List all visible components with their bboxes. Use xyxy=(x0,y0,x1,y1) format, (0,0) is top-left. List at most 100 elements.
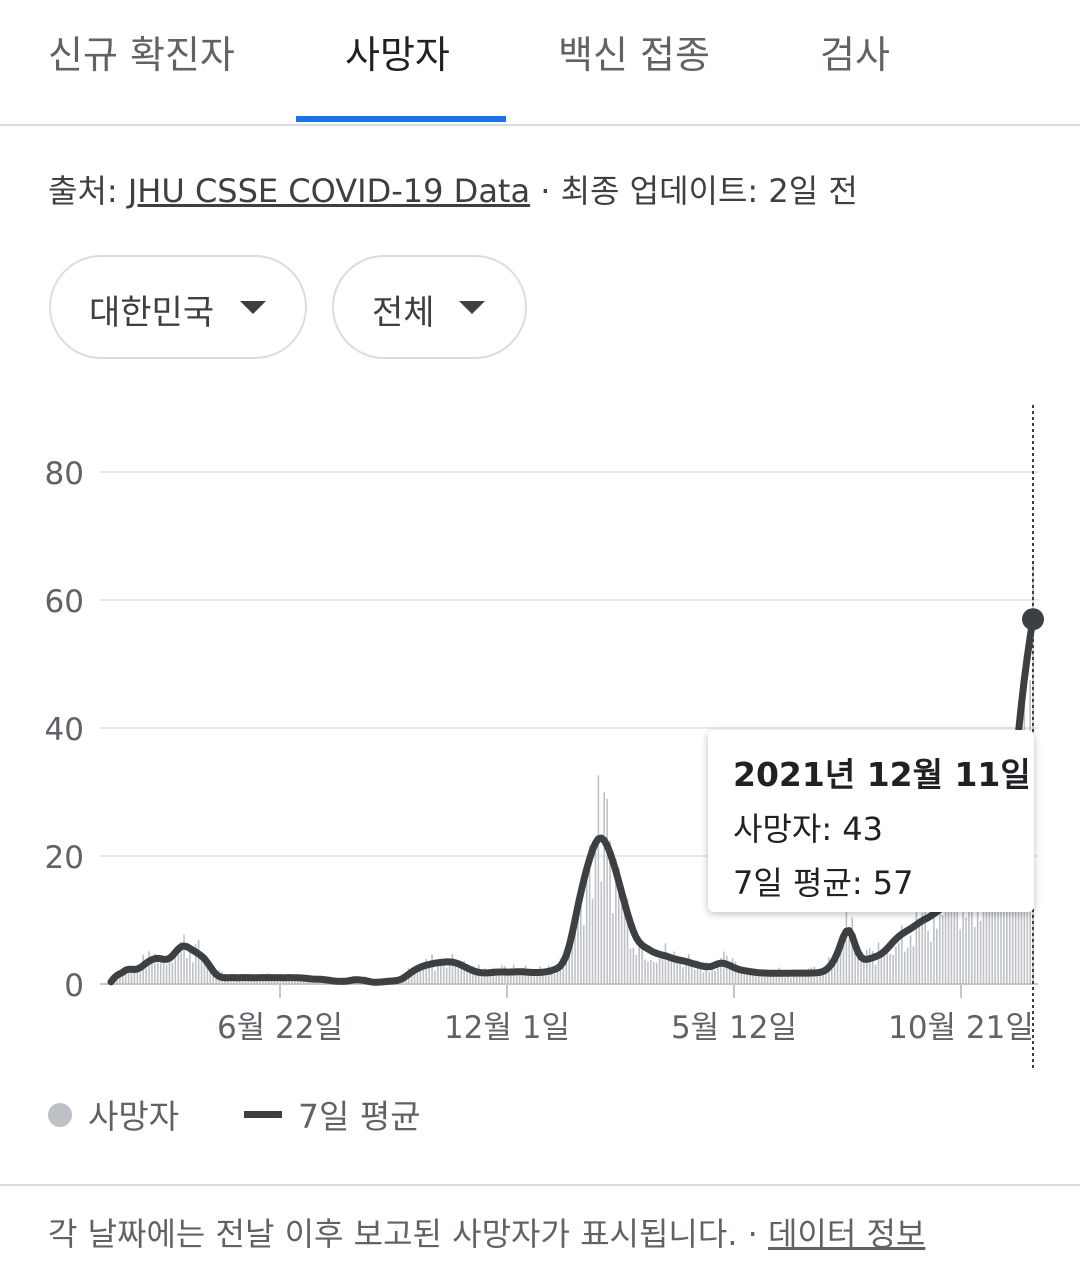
daily-bar xyxy=(968,875,970,984)
chevron-down-icon xyxy=(459,301,485,314)
daily-bar xyxy=(422,963,425,984)
daily-bar xyxy=(714,970,716,984)
daily-bar xyxy=(787,971,789,984)
daily-bar xyxy=(410,975,413,984)
daily-bar xyxy=(139,972,142,984)
daily-bar xyxy=(737,967,740,984)
daily-bar xyxy=(168,960,171,984)
daily-bar xyxy=(670,957,673,984)
daily-bar xyxy=(215,973,217,984)
daily-bar xyxy=(679,957,681,984)
daily-bar xyxy=(416,969,419,984)
tab-vaccinations[interactable]: 백신 접종 xyxy=(558,33,710,77)
daily-bar xyxy=(119,974,121,984)
y-tick-label: 0 xyxy=(64,968,84,1004)
daily-bar xyxy=(988,870,991,984)
daily-bar xyxy=(495,973,498,984)
data-info-link[interactable]: 데이터 정보 xyxy=(767,1215,926,1253)
scope-dropdown[interactable]: 전체 xyxy=(332,255,527,359)
source-separator: · xyxy=(530,172,561,210)
daily-bar xyxy=(927,930,929,984)
daily-bar xyxy=(938,891,941,984)
legend-deaths-label: 사망자 xyxy=(88,1097,180,1136)
daily-bar xyxy=(699,966,702,984)
daily-bar xyxy=(451,953,454,984)
daily-bar xyxy=(705,962,708,984)
daily-bar xyxy=(836,943,839,984)
daily-bar xyxy=(609,840,611,984)
daily-bar xyxy=(909,935,912,984)
daily-bar xyxy=(556,966,559,984)
daily-bar xyxy=(154,953,156,984)
daily-bar xyxy=(688,954,690,984)
daily-bar xyxy=(769,970,772,984)
daily-bar xyxy=(133,966,136,984)
daily-bar xyxy=(644,959,646,984)
daily-bar xyxy=(635,955,638,984)
tab-deaths[interactable]: 사망자 xyxy=(345,33,450,77)
daily-bar xyxy=(912,946,915,984)
daily-bar xyxy=(892,954,894,984)
daily-bar xyxy=(162,956,165,984)
region-dropdown[interactable]: 대한민국 xyxy=(49,255,307,359)
daily-bar xyxy=(553,974,556,984)
daily-bar xyxy=(877,942,880,984)
daily-bar xyxy=(944,898,947,984)
daily-bar xyxy=(979,920,982,984)
daily-bar xyxy=(404,977,407,984)
daily-bar xyxy=(629,948,632,984)
chart-tooltip: 2021년 12월 11일 사망자: 43 7일 평균: 57 xyxy=(708,730,1034,912)
daily-bar xyxy=(460,968,463,984)
daily-bar xyxy=(600,881,603,984)
tab-testing[interactable]: 검사 xyxy=(820,33,890,77)
daily-bar xyxy=(454,963,457,984)
daily-bar xyxy=(498,973,500,984)
deaths-chart[interactable]: 0 20 40 60 80 6월 22일 12월 1일 5월 12일 10월 21일 xyxy=(0,380,1080,1070)
daily-bar xyxy=(661,954,664,984)
daily-bar xyxy=(626,898,629,984)
source-prefix: 출처: xyxy=(48,172,128,210)
daily-bar xyxy=(652,962,655,984)
daily-bar xyxy=(717,962,719,984)
y-tick-label: 40 xyxy=(45,712,84,748)
daily-bar xyxy=(982,862,985,984)
daily-bar xyxy=(130,968,133,984)
daily-bar xyxy=(711,964,713,984)
daily-bar xyxy=(1003,894,1005,984)
daily-bar xyxy=(822,968,824,984)
daily-bar xyxy=(903,951,906,984)
daily-bar xyxy=(664,943,667,984)
daily-bar xyxy=(124,969,127,984)
daily-bar xyxy=(921,912,924,984)
daily-bar xyxy=(127,966,130,984)
daily-bar xyxy=(425,958,428,984)
daily-bar xyxy=(734,961,737,984)
chevron-down-icon xyxy=(240,301,266,314)
daily-bar xyxy=(536,970,538,984)
daily-bar xyxy=(883,954,886,984)
daily-bar xyxy=(798,973,801,984)
daily-bar xyxy=(758,973,760,984)
daily-bar xyxy=(489,973,492,984)
daily-bar xyxy=(650,959,652,984)
tab-new-cases[interactable]: 신규 확진자 xyxy=(48,33,235,77)
daily-bar xyxy=(518,968,521,984)
daily-bar xyxy=(918,926,921,984)
daily-bar xyxy=(191,962,194,984)
daily-bar xyxy=(793,973,795,984)
daily-bar xyxy=(731,958,734,984)
daily-bar xyxy=(448,960,451,984)
daily-bar xyxy=(851,917,854,984)
daily-bar xyxy=(766,972,769,984)
daily-bar xyxy=(845,909,848,984)
daily-bar xyxy=(603,792,605,984)
daily-bar xyxy=(299,979,302,984)
region-dropdown-label: 대한민국 xyxy=(89,293,215,333)
daily-bar xyxy=(889,953,891,984)
daily-bar xyxy=(874,964,877,984)
source-link[interactable]: JHU CSSE COVID-19 Data xyxy=(127,172,531,210)
daily-bar xyxy=(693,969,696,984)
daily-bar xyxy=(941,915,944,984)
daily-bar xyxy=(620,905,623,984)
daily-bar xyxy=(203,956,206,984)
